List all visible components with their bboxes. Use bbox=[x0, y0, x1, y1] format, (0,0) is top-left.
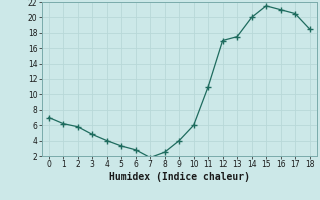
X-axis label: Humidex (Indice chaleur): Humidex (Indice chaleur) bbox=[109, 172, 250, 182]
